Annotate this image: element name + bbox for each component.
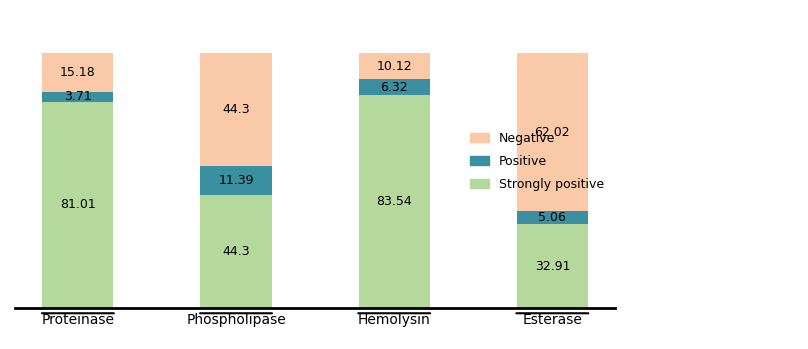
Bar [359,53,430,79]
Text: 81.01: 81.01 [60,198,95,211]
Bar [517,224,588,308]
Bar [200,195,271,308]
Bar [359,79,430,95]
Bar [517,53,588,211]
Legend: Negative, Positive, Strongly positive: Negative, Positive, Strongly positive [465,127,609,196]
Text: 32.91: 32.91 [535,260,570,273]
Bar [42,92,113,102]
Bar [42,102,113,308]
Text: 62.02: 62.02 [535,126,570,139]
Text: 44.3: 44.3 [222,245,250,258]
Text: 10.12: 10.12 [377,60,412,73]
Text: 83.54: 83.54 [377,195,412,208]
Bar [200,166,271,195]
Text: 5.06: 5.06 [538,211,566,224]
Text: 6.32: 6.32 [381,81,408,94]
Text: 3.71: 3.71 [64,90,92,103]
Bar [200,53,271,166]
Text: 44.3: 44.3 [222,103,250,116]
Bar [359,95,430,308]
Bar [42,53,113,92]
Text: 11.39: 11.39 [218,174,254,187]
Text: 15.18: 15.18 [60,66,95,79]
Bar [517,211,588,224]
